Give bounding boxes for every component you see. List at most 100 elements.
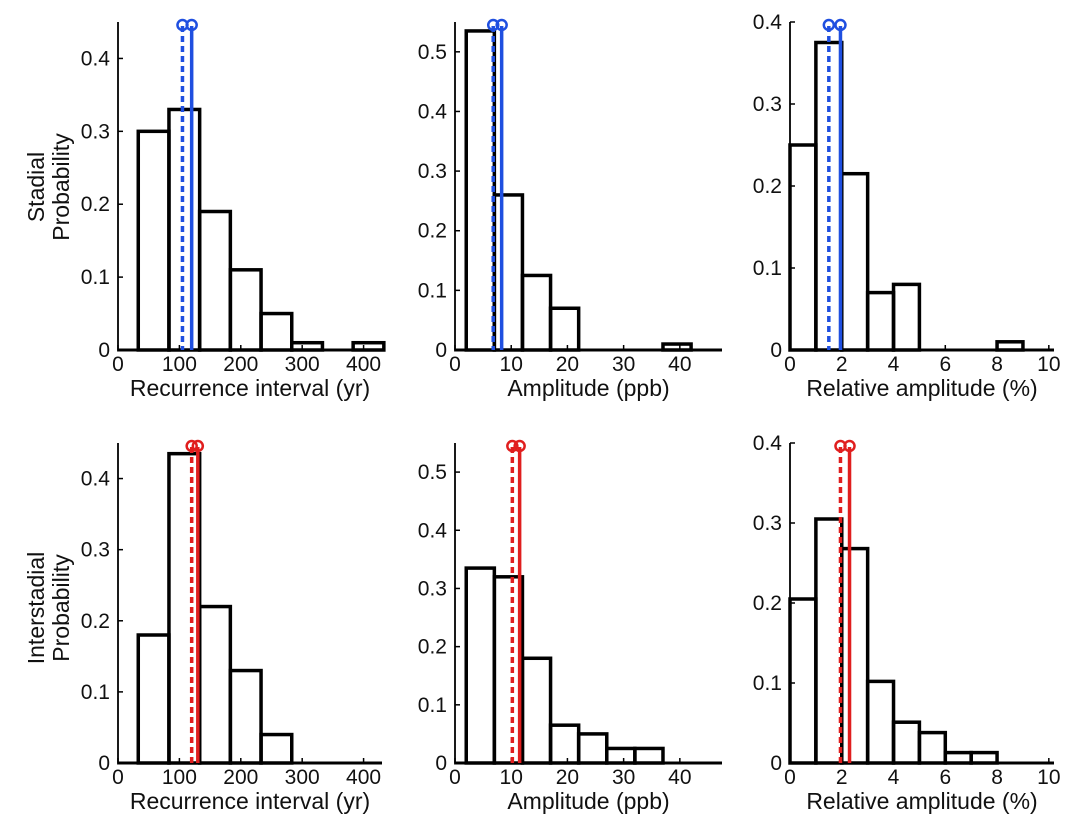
y-tick-label: 0.4 (753, 432, 783, 455)
x-tick-label: 0 (449, 353, 461, 376)
y-tick-label: 0.1 (753, 672, 782, 695)
x-axis-label: Recurrence interval (yr) (130, 788, 370, 814)
row-label-stadial-line2: Probability (48, 133, 74, 241)
y-tick-label: 0.3 (81, 539, 110, 562)
x-tick-label: 8 (991, 766, 1003, 789)
histogram-bar (576, 732, 609, 765)
y-tick-label: 0.5 (418, 41, 447, 64)
marker-circle (191, 439, 205, 453)
y-tick-label: 0.2 (753, 175, 782, 198)
y-tick-label: 0 (770, 752, 782, 775)
x-tick-label: 30 (612, 766, 635, 789)
histogram-bar (548, 723, 581, 765)
x-axis-label: Amplitude (ppb) (507, 788, 669, 814)
y-tick-label: 0.4 (81, 47, 111, 70)
histogram-bar (840, 546, 870, 765)
histogram-bar (197, 209, 233, 352)
row-label-interstadial: Interstadial Probability (23, 552, 74, 665)
marker-circle (506, 439, 519, 453)
y-tick-label: 0.3 (81, 120, 110, 143)
y-tick-label: 0.1 (418, 694, 447, 717)
histogram-bar (259, 732, 294, 765)
marker-circle (513, 439, 526, 453)
histogram-bar (136, 129, 171, 352)
row-label-stadial-line1: Stadial (23, 152, 49, 222)
y-tick-label: 0.3 (753, 93, 782, 116)
histogram-bar (865, 679, 896, 765)
y-tick-label: 0 (98, 339, 110, 362)
x-tick-label: 200 (223, 353, 258, 376)
histogram-bar (814, 517, 844, 765)
y-tick-label: 0.4 (81, 468, 111, 491)
y-tick-label: 0.4 (418, 519, 448, 542)
histogram-bar (520, 273, 553, 352)
histogram-bar (917, 730, 948, 765)
histogram-bar (228, 268, 263, 352)
histogram-bar (167, 107, 202, 352)
histogram-bar (136, 633, 171, 765)
histogram-bar (969, 750, 999, 765)
y-tick-label: 0.4 (418, 100, 448, 123)
y-tick-label: 0.2 (81, 610, 110, 633)
histogram-bar (548, 306, 581, 352)
histogram-bar (492, 193, 525, 352)
x-tick-label: 400 (346, 766, 381, 789)
histogram-bar (520, 656, 553, 765)
y-tick-label: 0.1 (418, 279, 447, 302)
y-tick-label: 0.2 (418, 220, 447, 243)
x-tick-label: 8 (991, 353, 1003, 376)
row-label-interstadial-line1: Interstadial (23, 552, 49, 665)
x-tick-label: 10 (500, 353, 523, 376)
y-tick-label: 0.3 (418, 160, 447, 183)
marker-circle (486, 18, 500, 32)
histogram-bar (788, 597, 818, 765)
x-tick-label: 0 (784, 353, 796, 376)
x-tick-label: 300 (285, 766, 320, 789)
histogram-bar (259, 311, 294, 352)
x-tick-label: 10 (1037, 353, 1060, 376)
y-tick-label: 0.3 (753, 512, 782, 535)
x-axis-label: Amplitude (ppb) (507, 375, 669, 401)
marker-circle (495, 18, 508, 32)
marker-circle (834, 18, 847, 32)
y-tick-label: 0 (98, 752, 110, 775)
x-axis-label: Recurrence interval (yr) (130, 375, 370, 401)
x-axis-label: Relative amplitude (%) (806, 788, 1037, 814)
y-tick-label: 0.4 (753, 11, 783, 34)
x-tick-label: 200 (223, 766, 258, 789)
y-tick-label: 0.1 (753, 257, 782, 280)
y-tick-label: 0.3 (418, 577, 447, 600)
x-tick-label: 10 (500, 766, 523, 789)
row-label-stadial: Stadial Probability (23, 133, 74, 241)
histogram-bar (197, 604, 233, 765)
x-tick-label: 0 (112, 766, 124, 789)
y-tick-label: 0.5 (418, 461, 447, 484)
x-tick-label: 6 (939, 353, 951, 376)
x-tick-label: 10 (1037, 766, 1060, 789)
x-tick-label: 40 (668, 353, 691, 376)
marker-circle (843, 439, 856, 453)
row-label-interstadial-line2: Probability (48, 554, 74, 662)
x-tick-label: 0 (449, 766, 461, 789)
x-tick-label: 0 (112, 353, 124, 376)
x-axis-label: Relative amplitude (%) (806, 375, 1037, 401)
y-tick-label: 0.2 (418, 636, 447, 659)
histogram-bar (633, 746, 665, 765)
y-tick-label: 0.1 (81, 266, 110, 289)
x-tick-label: 0 (784, 766, 796, 789)
x-tick-label: 6 (939, 766, 951, 789)
x-tick-label: 4 (888, 353, 900, 376)
x-tick-label: 400 (346, 353, 381, 376)
x-tick-label: 100 (162, 766, 197, 789)
histogram-bar (605, 746, 637, 765)
histogram-bar (891, 282, 922, 352)
histogram-bar (891, 720, 922, 765)
y-tick-label: 0 (770, 339, 782, 362)
y-tick-label: 0 (435, 339, 447, 362)
